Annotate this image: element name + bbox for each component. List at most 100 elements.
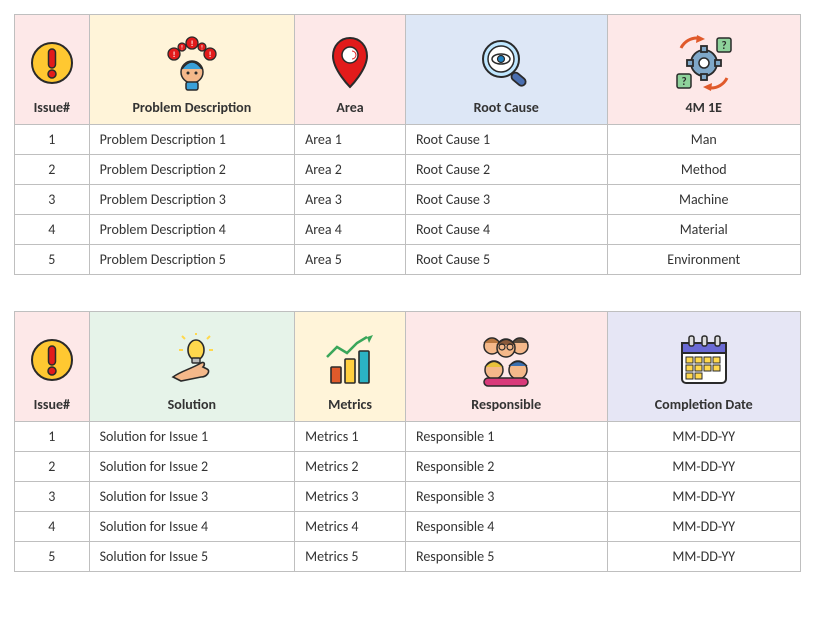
col-header-issue: Issue#	[15, 15, 90, 125]
cell-issue: 1	[15, 125, 90, 155]
svg-text:!: !	[201, 44, 203, 52]
cell-area: Area 5	[295, 245, 406, 275]
cell-solution: Solution for Issue 4	[89, 512, 295, 542]
calendar-icon	[677, 330, 731, 390]
cell-metrics: Metrics 3	[295, 482, 406, 512]
chart-icon	[321, 330, 379, 390]
cell-issue: 5	[15, 542, 90, 572]
cell-rootcause: Root Cause 3	[405, 185, 607, 215]
svg-text:!: !	[173, 50, 176, 60]
cell-completion: MM-DD-YY	[607, 542, 801, 572]
col-label-metrics: Metrics	[328, 396, 372, 413]
pin-icon	[329, 33, 371, 93]
col-header-solution: Solution	[89, 312, 295, 422]
cell-issue: 5	[15, 245, 90, 275]
cell-category: Man	[607, 125, 801, 155]
cell-metrics: Metrics 2	[295, 452, 406, 482]
cell-area: Area 2	[295, 155, 406, 185]
col-label-area: Area	[336, 99, 363, 116]
idea-icon	[163, 330, 221, 390]
cell-completion: MM-DD-YY	[607, 512, 801, 542]
table-row: 1Problem Description 1Area 1Root Cause 1…	[15, 125, 801, 155]
alert-icon	[29, 330, 75, 390]
cell-category: Environment	[607, 245, 801, 275]
cell-rootcause: Root Cause 5	[405, 245, 607, 275]
cell-issue: 3	[15, 482, 90, 512]
cell-problem: Problem Description 4	[89, 215, 295, 245]
cell-metrics: Metrics 5	[295, 542, 406, 572]
table-row: 3Solution for Issue 3Metrics 3Responsibl…	[15, 482, 801, 512]
cell-issue: 4	[15, 215, 90, 245]
cell-category: Material	[607, 215, 801, 245]
svg-text:!: !	[181, 44, 183, 52]
cell-issue: 2	[15, 452, 90, 482]
cell-category: Method	[607, 155, 801, 185]
cell-rootcause: Root Cause 1	[405, 125, 607, 155]
table-gap	[14, 275, 801, 311]
table-row: 4Solution for Issue 4Metrics 4Responsibl…	[15, 512, 801, 542]
cell-area: Area 3	[295, 185, 406, 215]
cell-solution: Solution for Issue 3	[89, 482, 295, 512]
cell-completion: MM-DD-YY	[607, 422, 801, 452]
cell-category: Machine	[607, 185, 801, 215]
table-row: 5Solution for Issue 5Metrics 5Responsibl…	[15, 542, 801, 572]
col-header-problem: ! ! ! ! ! Problem Description	[89, 15, 295, 125]
cell-area: Area 1	[295, 125, 406, 155]
cell-area: Area 4	[295, 215, 406, 245]
thinking-icon: ! ! ! ! !	[162, 33, 222, 93]
cell-issue: 4	[15, 512, 90, 542]
cell-solution: Solution for Issue 2	[89, 452, 295, 482]
col-header-rootcause: Root Cause	[405, 15, 607, 125]
table-row: 5Problem Description 5Area 5Root Cause 5…	[15, 245, 801, 275]
cell-responsible: Responsible 2	[405, 452, 607, 482]
svg-text:!: !	[191, 39, 194, 49]
col-label-problem: Problem Description	[132, 99, 251, 116]
col-label-issue: Issue#	[34, 396, 70, 413]
svg-text:?: ?	[681, 75, 686, 88]
cell-rootcause: Root Cause 4	[405, 215, 607, 245]
col-header-completion: Completion Date	[607, 312, 801, 422]
col-header-category: ? ? 4M 1E	[607, 15, 801, 125]
solutions-table: Issue# Solution Metrics Responsible	[14, 311, 801, 572]
cell-responsible: Responsible 4	[405, 512, 607, 542]
col-label-rootcause: Root Cause	[474, 99, 539, 116]
cell-problem: Problem Description 1	[89, 125, 295, 155]
cell-issue: 2	[15, 155, 90, 185]
cell-completion: MM-DD-YY	[607, 482, 801, 512]
magnify-icon	[477, 33, 535, 93]
cell-solution: Solution for Issue 5	[89, 542, 295, 572]
cell-problem: Problem Description 2	[89, 155, 295, 185]
table-row: 2Problem Description 2Area 2Root Cause 2…	[15, 155, 801, 185]
table-row: 2Solution for Issue 2Metrics 2Responsibl…	[15, 452, 801, 482]
cell-completion: MM-DD-YY	[607, 452, 801, 482]
cell-metrics: Metrics 1	[295, 422, 406, 452]
table-row: 3Problem Description 3Area 3Root Cause 3…	[15, 185, 801, 215]
cell-responsible: Responsible 3	[405, 482, 607, 512]
cell-solution: Solution for Issue 1	[89, 422, 295, 452]
people-icon	[474, 330, 538, 390]
cell-problem: Problem Description 5	[89, 245, 295, 275]
cell-responsible: Responsible 5	[405, 542, 607, 572]
table-row: 4Problem Description 4Area 4Root Cause 4…	[15, 215, 801, 245]
col-label-completion: Completion Date	[655, 396, 753, 413]
svg-text:?: ?	[721, 39, 726, 52]
cell-responsible: Responsible 1	[405, 422, 607, 452]
cell-issue: 3	[15, 185, 90, 215]
cell-problem: Problem Description 3	[89, 185, 295, 215]
col-header-responsible: Responsible	[405, 312, 607, 422]
col-label-issue: Issue#	[34, 99, 70, 116]
gears-icon: ? ?	[673, 33, 735, 93]
col-label-category: 4M 1E	[686, 99, 722, 116]
svg-text:!: !	[209, 50, 212, 60]
cell-metrics: Metrics 4	[295, 512, 406, 542]
table-row: 1Solution for Issue 1Metrics 1Responsibl…	[15, 422, 801, 452]
problems-table: Issue# ! ! ! ! ! Problem Description Are…	[14, 14, 801, 275]
cell-rootcause: Root Cause 2	[405, 155, 607, 185]
cell-issue: 1	[15, 422, 90, 452]
col-label-solution: Solution	[168, 396, 216, 413]
col-header-area: Area	[295, 15, 406, 125]
col-header-metrics: Metrics	[295, 312, 406, 422]
col-header-issue: Issue#	[15, 312, 90, 422]
col-label-responsible: Responsible	[471, 396, 541, 413]
alert-icon	[29, 33, 75, 93]
